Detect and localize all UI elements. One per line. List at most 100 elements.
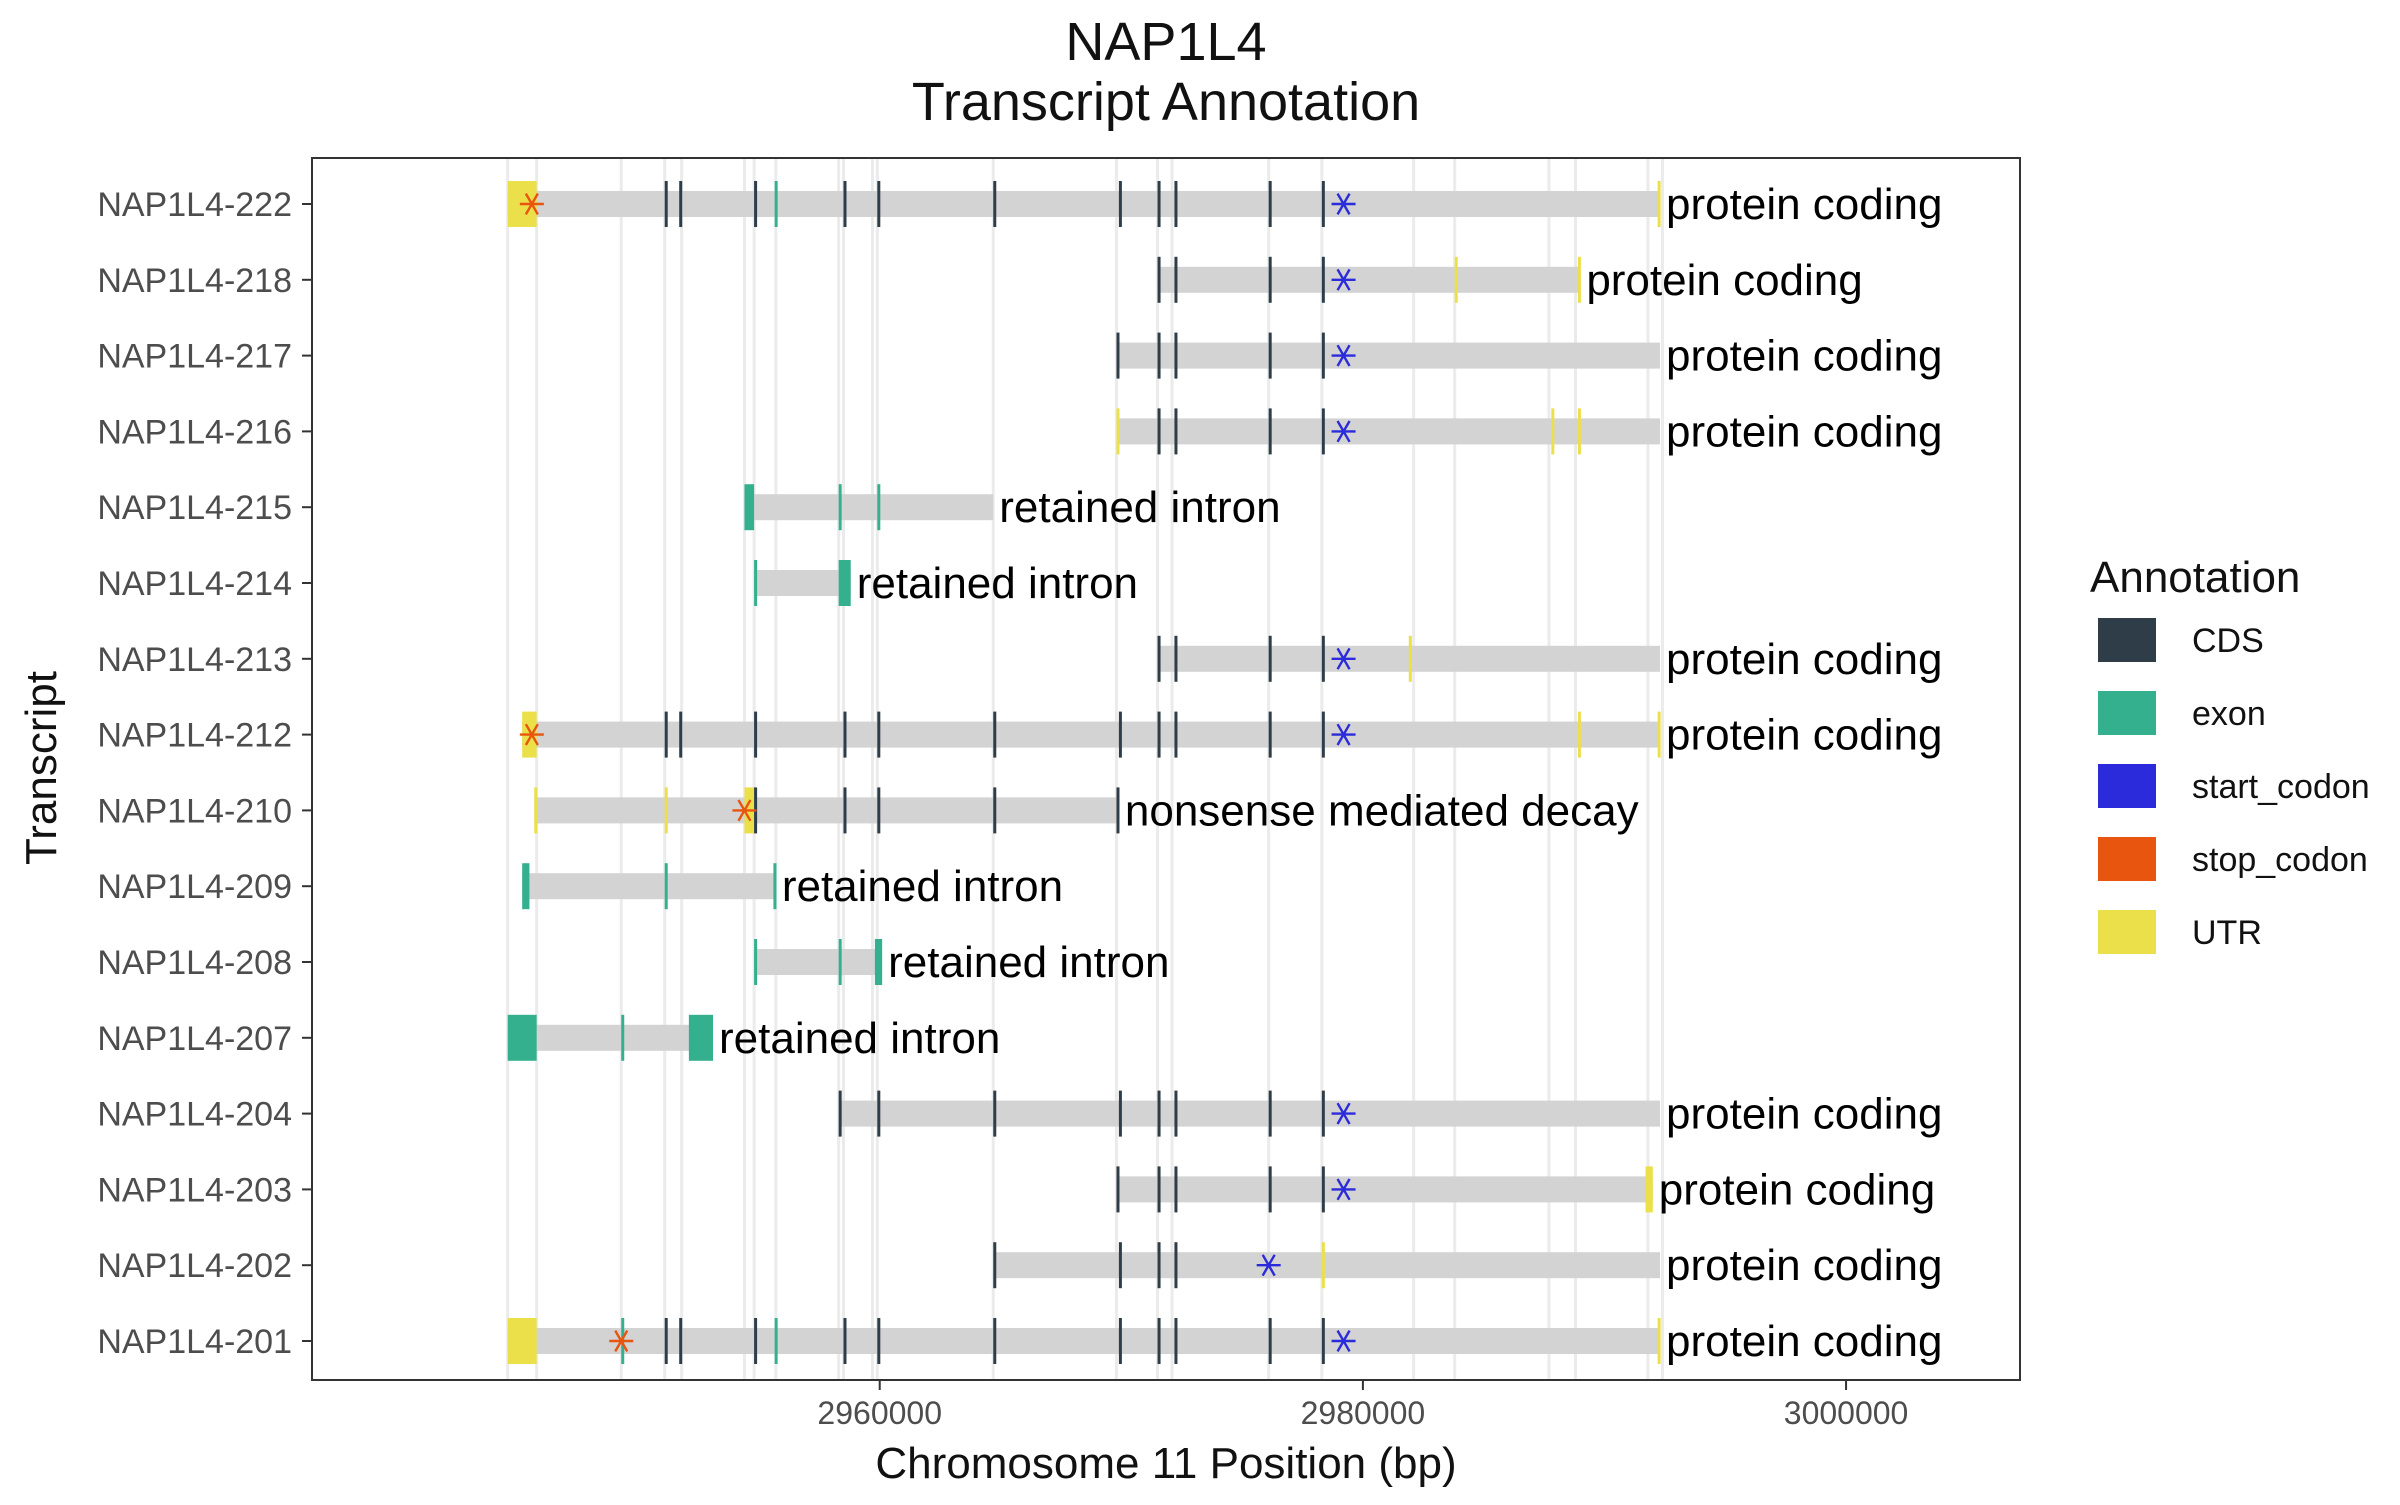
exon-feature [507,1014,537,1061]
legend-label-start-codon: start_codon [2192,768,2370,806]
cds-feature [1174,1166,1178,1213]
cds-feature [1157,256,1161,303]
utr-feature [1657,711,1661,758]
chart-title-line-2: Transcript Annotation [912,72,1420,132]
y-tick-label: NAP1L4-207 [97,1020,292,1058]
cds-feature [877,711,881,758]
biotype-label: protein coding [1666,1090,1942,1139]
transcript-backbone [1157,645,1661,672]
cds-feature [664,711,668,758]
y-tick-label: NAP1L4-214 [97,565,292,603]
start-codon-marker [1331,268,1356,291]
start-codon-marker [1331,344,1356,367]
start-codon-marker [1331,1102,1356,1125]
exon-feature [774,1318,778,1364]
exon-feature [838,484,842,531]
y-tick-label: NAP1L4-215 [97,489,292,527]
utr-feature [1657,181,1661,227]
cds-feature [877,1318,881,1364]
y-tick-label: NAP1L4-209 [97,868,292,906]
cds-feature [1268,711,1272,758]
start-codon-marker [1331,1178,1356,1201]
start-codon-marker [1331,1330,1356,1352]
y-tick-label: NAP1L4-216 [97,413,292,451]
x-tick-label: 3000000 [1784,1395,1909,1431]
exon-feature [877,484,881,531]
y-tick-label: NAP1L4-202 [97,1247,292,1285]
cds-feature [1174,711,1178,758]
cds-feature [679,711,683,758]
y-tick-label: NAP1L4-218 [97,262,292,300]
transcript-backbone [1116,1176,1653,1203]
stop-codon-marker-stroke [524,193,539,215]
cds-feature [1174,332,1178,379]
utr-feature [1657,1318,1661,1364]
exon-feature [744,484,755,531]
exon-feature [664,863,668,910]
y-tick-label: NAP1L4-213 [97,641,292,679]
cds-feature [664,181,668,227]
exon-feature [874,939,883,985]
cds-feature [1118,711,1122,758]
exon-feature [754,939,758,985]
stop-codon-marker-stroke [524,723,539,746]
start-codon-marker-stroke [1336,1102,1351,1125]
cds-feature [1174,1318,1178,1364]
start-codon-marker [1256,1254,1281,1277]
cds-feature [993,787,997,834]
transcript-backbone [507,191,1661,217]
transcript-backbone [1157,266,1581,293]
x-tick-label: 2980000 [1301,1395,1426,1431]
cds-feature [664,1318,668,1364]
cds-feature [1321,711,1325,758]
legend-key-UTR [2098,910,2156,954]
cds-feature [1174,256,1178,303]
chart-title-line-1: NAP1L4 [1065,12,1266,72]
cds-feature [679,181,683,227]
cds-feature [1321,181,1325,227]
utr-feature [1321,1242,1325,1289]
transcript-backbone [838,1100,1661,1127]
biotype-label: protein coding [1659,1165,1935,1214]
exon-feature [754,560,758,606]
exon-feature [838,560,851,606]
plot-area: NAP1L4-222 protein coding NAP1L4-218 protei… [97,157,2021,1431]
cds-feature [1321,635,1325,682]
transcript-backbone [754,949,883,975]
biotype-label: protein coding [1666,1317,1942,1366]
cds-feature [679,1318,683,1364]
cds-feature [838,1090,842,1137]
cds-feature [843,711,847,758]
cds-feature [1157,635,1161,682]
cds-feature [1157,711,1161,758]
biotype-label: protein coding [1666,1241,1942,1290]
y-tick-label: NAP1L4-204 [97,1096,292,1134]
cds-feature [1268,1318,1272,1364]
start-codon-marker-stroke [1336,1330,1351,1352]
biotype-label: retained intron [719,1014,1000,1063]
legend-label-CDS: CDS [2192,622,2264,660]
start-codon-marker-stroke [1261,1254,1276,1277]
cds-feature [1268,635,1272,682]
stop-codon-marker [609,1330,634,1352]
biotype-label: retained intron [857,559,1138,608]
start-codon-marker-stroke [1336,268,1351,291]
cds-feature [754,711,758,758]
transcript-backbone [522,873,776,900]
stop-codon-marker [732,799,757,822]
stop-codon-marker [519,193,544,215]
utr-feature [664,787,668,834]
legend-label-exon: exon [2192,695,2266,733]
y-tick-label: NAP1L4-212 [97,717,292,755]
cds-feature [993,711,997,758]
cds-feature [877,181,881,227]
transcript-backbone [1116,342,1661,369]
exon-feature [688,1014,714,1061]
stop-codon-marker-stroke [737,799,752,822]
start-codon-marker [1331,647,1356,670]
cds-feature [1321,1090,1325,1137]
start-codon-marker-stroke [1336,647,1351,670]
y-tick-label: NAP1L4-217 [97,338,292,376]
stop-codon-marker [519,723,544,746]
cds-feature [1174,635,1178,682]
